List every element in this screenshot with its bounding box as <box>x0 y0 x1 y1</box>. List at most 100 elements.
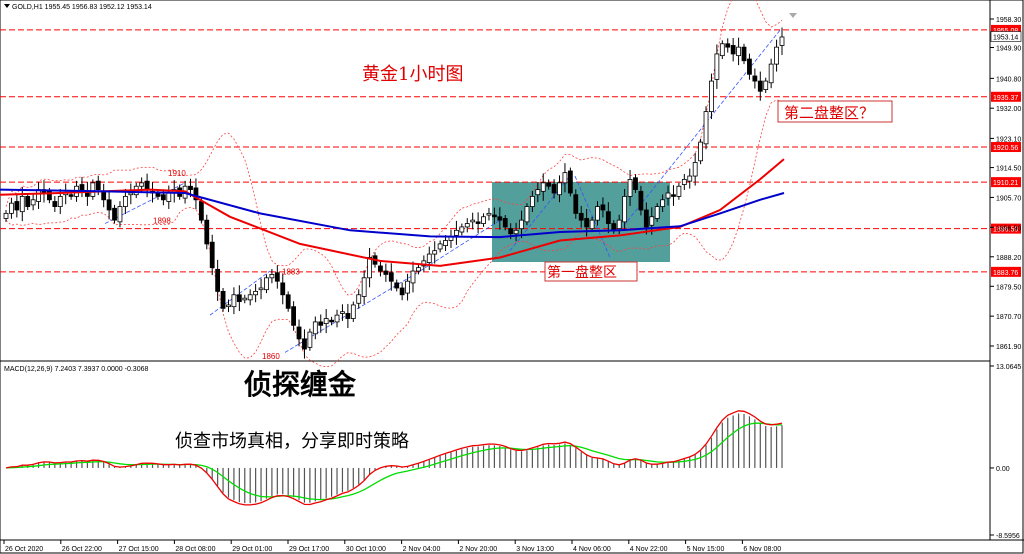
candle-up <box>269 274 275 279</box>
trendline <box>209 270 271 316</box>
candle-up <box>231 294 237 308</box>
shift-marker-icon[interactable] <box>789 13 797 18</box>
candle-up <box>616 219 622 230</box>
candle-down <box>112 207 117 221</box>
ma-red-line <box>0 158 785 267</box>
price-annotation: 1898 <box>153 217 171 226</box>
candle-up <box>9 202 14 214</box>
candle-down <box>725 43 731 48</box>
candle-up <box>470 219 476 223</box>
candle-up <box>117 206 123 223</box>
candle-up <box>698 141 704 162</box>
candle-down <box>730 45 736 55</box>
price-annotation: 1860 <box>262 352 280 361</box>
y-tick-label: 1905.70 <box>996 195 1021 202</box>
candle-down <box>188 185 193 191</box>
candle-up <box>692 162 698 177</box>
candle-down <box>584 218 590 228</box>
candle-up <box>763 80 769 90</box>
candle-up <box>665 192 671 199</box>
level-tag <box>991 91 1021 102</box>
candle-up <box>513 229 519 235</box>
candles: 1910 1898 1883 1860 <box>3 27 785 361</box>
candle-up <box>426 253 432 263</box>
x-tick-label: 4 Nov 06:00 <box>573 546 611 553</box>
candle-up <box>524 206 530 223</box>
candle-up <box>242 297 248 301</box>
candle-down <box>752 75 758 82</box>
zone2-label-box <box>777 100 893 123</box>
candle-down <box>25 196 31 207</box>
candle-up <box>562 172 568 184</box>
candle-up <box>334 314 340 323</box>
candle-up <box>540 182 546 192</box>
brand-sub: 侦查市场真相，分享即时策略 <box>175 431 409 452</box>
candle-down <box>291 306 297 326</box>
y-tick-label: 1861.90 <box>996 344 1021 351</box>
candle-down <box>345 313 351 319</box>
candle-up <box>128 192 134 196</box>
macd-y-tick-label: -8.5956 <box>996 533 1020 540</box>
candle-up <box>768 63 774 84</box>
candle-up <box>774 46 779 65</box>
x-tick-label: 29 Oct 17:00 <box>289 546 329 553</box>
candle-down <box>741 46 747 62</box>
candle-up <box>57 196 63 207</box>
zone1-label-box <box>544 261 638 282</box>
candle-up <box>709 80 714 113</box>
candle-up <box>595 206 600 221</box>
candle-up <box>3 212 9 219</box>
candle-down <box>155 192 161 197</box>
level-tag <box>991 24 1021 35</box>
candle-up <box>736 46 741 57</box>
x-tick-label: 29 Oct 01:00 <box>232 546 272 553</box>
level-tag <box>991 177 1021 188</box>
candle-up <box>122 196 128 207</box>
candle-up <box>687 175 693 182</box>
candle-up <box>437 243 443 250</box>
candle-down <box>95 180 101 191</box>
candle-up <box>367 257 372 279</box>
brand-big: 侦探缠金 <box>244 368 357 401</box>
x-tick-label: 26 Oct 2020 <box>5 546 43 553</box>
candle-down <box>551 184 557 194</box>
y-tick-label: 1870.70 <box>996 314 1021 321</box>
candle-up <box>660 199 666 207</box>
candle-up <box>557 182 562 196</box>
candle-up <box>19 196 25 213</box>
level-tag <box>991 266 1021 277</box>
current-price-label: 1953.14 <box>993 35 1018 42</box>
level-tag-label: 1883.76 <box>993 270 1018 277</box>
candle-up <box>676 185 682 197</box>
bollinger-upper <box>5 0 783 296</box>
candle-down <box>671 194 676 197</box>
y-tick-label: 1888.20 <box>996 255 1021 262</box>
candle-down <box>101 190 107 201</box>
y-tick-label: 1949.90 <box>996 45 1021 52</box>
macd-y-tick-label: 0.00 <box>996 466 1010 473</box>
current-price-tag <box>990 31 1022 42</box>
ma-blue-line <box>0 188 785 239</box>
candle-down <box>399 287 405 296</box>
candle-up <box>36 189 41 202</box>
candle-up <box>247 294 253 301</box>
trendline <box>619 29 781 231</box>
candle-down <box>14 201 20 211</box>
y-tick-label: 1958.30 <box>996 17 1021 24</box>
candle-up <box>340 311 345 314</box>
candle-up <box>264 277 269 291</box>
candle-up <box>253 290 259 296</box>
candle-down <box>633 177 638 191</box>
candle-down <box>567 170 573 194</box>
candle-up <box>589 219 595 230</box>
candle-up <box>139 182 145 187</box>
candle-up <box>416 267 421 272</box>
horizontal-levels <box>0 29 990 273</box>
candle-up <box>405 280 410 294</box>
dropdown-triangle-icon[interactable] <box>4 4 10 8</box>
candle-up <box>535 189 541 196</box>
candle-up <box>443 240 448 246</box>
moving-averages <box>0 158 785 267</box>
price-annotation: 1883 <box>282 267 300 276</box>
